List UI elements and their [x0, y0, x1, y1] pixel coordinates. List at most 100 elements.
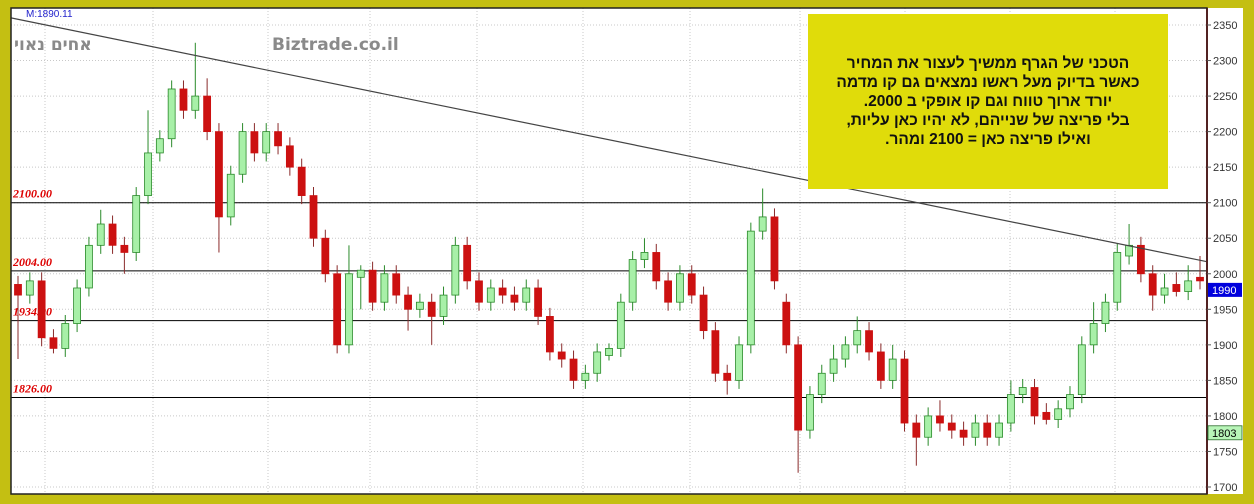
- y-tick-label: 2350: [1213, 20, 1237, 32]
- candle-up: [817, 372, 826, 395]
- level-label: 1934.00: [13, 305, 52, 319]
- candle-down: [794, 344, 803, 431]
- y-tick-label: 2050: [1213, 233, 1237, 245]
- candle-up: [593, 351, 602, 374]
- candle-down: [1137, 244, 1145, 275]
- candle-down: [782, 301, 791, 346]
- candle-up: [262, 131, 271, 154]
- y-tick-label: 2250: [1213, 91, 1237, 103]
- candle-down: [404, 294, 412, 310]
- plot-border: [10, 7, 1208, 495]
- candle-up: [1077, 344, 1086, 396]
- candle-down: [14, 284, 22, 296]
- watermark-left: אחים נאוי: [14, 35, 92, 55]
- candle-up: [73, 287, 81, 324]
- candle-down: [297, 166, 306, 196]
- candle-down: [723, 372, 732, 381]
- candle-up: [1101, 301, 1110, 324]
- level-label: 1826.00: [13, 381, 52, 395]
- candle-up: [144, 152, 152, 196]
- candle-down: [285, 145, 294, 168]
- candle-up: [439, 294, 448, 317]
- candle-down: [687, 273, 696, 296]
- candle-up: [155, 138, 164, 154]
- candle-up: [486, 287, 495, 303]
- candle-up: [238, 131, 247, 175]
- candle-down: [37, 280, 46, 339]
- candle-down: [936, 415, 944, 424]
- candle-down: [120, 244, 129, 253]
- candle-up: [451, 244, 460, 296]
- candle-up: [96, 223, 105, 246]
- candle-up: [829, 358, 838, 374]
- last-price-tag: [1208, 282, 1242, 297]
- y-tick-label: 1700: [1213, 482, 1237, 494]
- candle-up: [971, 422, 980, 438]
- candle-up: [605, 347, 613, 356]
- candle-down: [711, 330, 720, 374]
- y-tick-label: 2100: [1213, 198, 1237, 210]
- candle-up: [640, 252, 649, 260]
- candle-up: [746, 230, 755, 346]
- candle-down: [309, 195, 318, 239]
- candle-down: [333, 273, 342, 346]
- candle-up: [1113, 252, 1122, 303]
- candle-down: [108, 223, 117, 246]
- candle-down: [274, 131, 282, 147]
- candle-down: [557, 351, 566, 360]
- candle-down: [463, 244, 472, 282]
- candle-up: [1066, 394, 1074, 410]
- candle-down: [865, 330, 873, 353]
- candle-down: [876, 351, 885, 381]
- candle-up: [1089, 323, 1098, 346]
- candle-down: [368, 269, 377, 303]
- candle-down: [664, 280, 672, 303]
- candle-down: [1148, 273, 1157, 296]
- candle-up: [415, 301, 424, 310]
- candle-down: [179, 88, 188, 111]
- candle-down: [215, 131, 223, 218]
- candle-up: [758, 216, 767, 232]
- candle-up: [735, 344, 743, 381]
- candle-down: [569, 358, 578, 381]
- trendline: [10, 17, 1208, 263]
- candle-down: [947, 422, 956, 431]
- candle-down: [49, 337, 58, 349]
- candle-down: [510, 294, 519, 303]
- candle-down: [959, 429, 968, 438]
- y-tick-label: 2000: [1213, 269, 1237, 281]
- candle-up: [806, 394, 814, 431]
- candle-up: [581, 372, 590, 381]
- last-price-label: 1990: [1212, 285, 1236, 297]
- y-tick-label: 1950: [1213, 304, 1237, 316]
- candle-up: [522, 287, 531, 303]
- y-tick-label: 1900: [1213, 340, 1237, 352]
- candle-up: [85, 244, 93, 289]
- candle-down: [912, 422, 921, 438]
- candle-down: [1196, 276, 1204, 282]
- candle-down: [250, 131, 259, 154]
- candle-up: [1125, 244, 1133, 257]
- y-tick-label: 1850: [1213, 375, 1237, 387]
- candle-down: [546, 316, 554, 353]
- y-tick-label: 1750: [1213, 446, 1237, 458]
- candle-up: [191, 95, 200, 111]
- y-tick-label: 2300: [1213, 56, 1237, 68]
- candle-down: [475, 280, 483, 303]
- candle-down: [321, 237, 330, 275]
- candle-down: [392, 273, 401, 296]
- max-label: M:1890.11: [26, 9, 73, 20]
- level-label: 2004.00: [12, 255, 52, 269]
- candle-down: [1030, 387, 1039, 417]
- candle-up: [1018, 387, 1027, 396]
- candle-up: [356, 269, 365, 278]
- candle-up: [995, 422, 1003, 438]
- candle-up: [924, 415, 933, 438]
- candle-down: [1042, 411, 1051, 420]
- y-tick-label: 1800: [1213, 411, 1237, 423]
- candle-up: [61, 323, 70, 349]
- level-label: 2100.00: [12, 187, 52, 201]
- candle-up: [380, 273, 389, 303]
- candle-down: [534, 287, 542, 317]
- candle-up: [1160, 287, 1169, 296]
